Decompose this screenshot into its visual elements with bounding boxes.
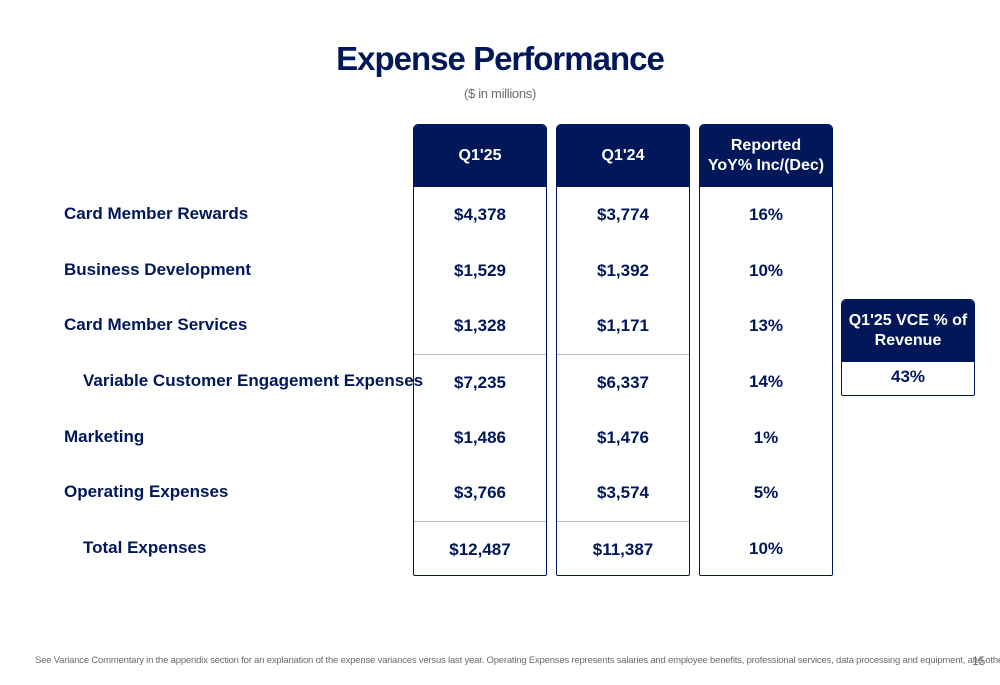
cell-value: $3,574 [597,483,649,503]
row-labels: Card Member Rewards Business Development… [64,186,424,576]
row-label-marketing: Marketing [64,426,145,446]
cell-value: $1,392 [597,260,649,280]
column-header-q1-24: Q1'24 [557,125,689,187]
cell-value: 1% [753,427,779,447]
vce-percent-header-line-1: Q1'25 VCE % of [848,312,968,329]
cell-value: 16% [748,205,784,224]
row-label-card-member-rewards: Card Member Rewards [64,204,249,223]
cell-value: 5% [753,483,779,503]
column-header-text: Q1'25 [458,147,502,164]
column-header-q1-25: Q1'25 [414,125,546,187]
cell-value: $7,235 [414,354,546,410]
footnote: See Variance Commentary in the appendix … [35,655,1000,666]
cell-value: $1,328 [454,316,506,336]
column-q1-24: Q1'24 $3,774 $1,392 $1,171 $6,337 $1,476… [556,124,690,576]
cell-value: $6,337 [557,354,689,410]
page-title: Expense Performance [336,40,665,77]
cell-value: $4,378 [454,205,506,224]
page-subtitle: ($ in millions) [463,86,537,101]
vce-percent-value: 43% [890,367,926,386]
cell-value: $1,476 [597,427,649,447]
column-header-text: Q1'24 [601,147,645,164]
cell-value: $1,529 [454,260,506,280]
cell-value: $12,487 [414,521,546,575]
column-q1-25: Q1'25 $4,378 $1,529 $1,328 $7,235 $1,486… [413,124,547,576]
cell-value: $3,766 [454,483,506,503]
column-header-text-line-1: Reported [730,137,802,154]
row-label-total-expenses: Total Expenses [83,538,207,558]
cell-value: $1,486 [454,427,506,447]
row-label-variable-customer-engagement: Variable Customer Engagement Expenses [83,371,424,391]
cell-value: 10% [748,260,784,280]
row-label-business-development: Business Development [64,259,252,279]
cell-value: 10% [748,539,784,559]
row-label-card-member-services: Card Member Services [64,315,248,335]
cell-value: $3,774 [597,205,649,224]
cell-value: $11,387 [557,521,689,575]
page-number: 15 [972,654,986,668]
cell-value: 14% [748,372,784,392]
row-label-operating-expenses: Operating Expenses [64,482,229,502]
cell-value: $1,171 [597,316,649,336]
column-header-text-line-2: YoY% Inc/(Dec) [707,157,825,174]
column-header-reported-yoy: Reported YoY% Inc/(Dec) [700,125,832,187]
vce-percent-header: Q1'25 VCE % of Revenue [842,300,974,362]
vce-percent-box: Q1'25 VCE % of Revenue 43% [841,299,975,396]
column-reported-yoy: Reported YoY% Inc/(Dec) 16% 10% 13% 14% … [699,124,833,576]
cell-value: 13% [748,316,784,336]
vce-percent-header-line-2: Revenue [874,332,942,349]
